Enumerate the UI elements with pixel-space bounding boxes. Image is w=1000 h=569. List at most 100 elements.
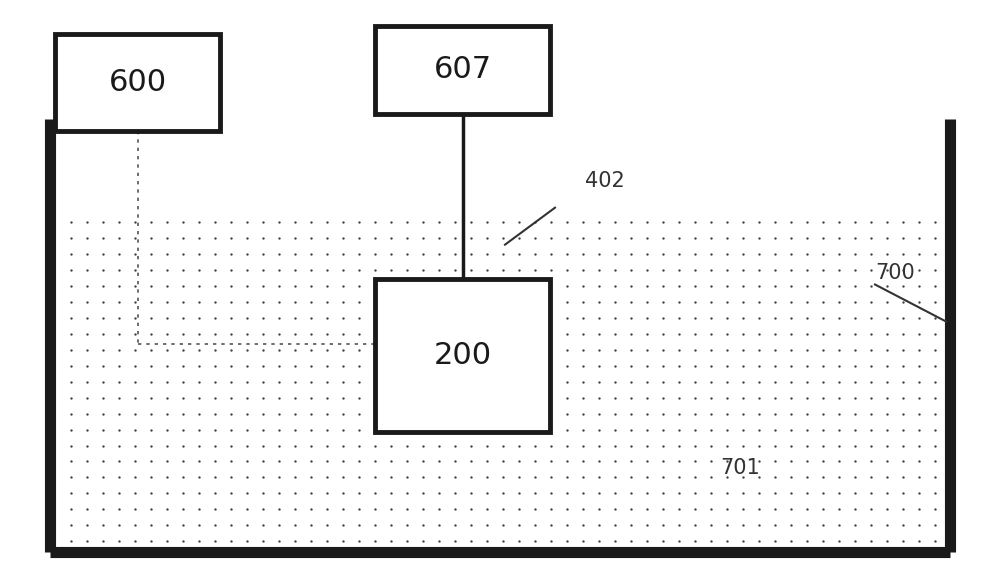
Point <box>767 218 783 227</box>
Point <box>239 473 255 482</box>
Point <box>687 282 703 291</box>
Point <box>399 234 415 243</box>
Point <box>639 361 655 370</box>
Point <box>831 505 847 514</box>
Point <box>543 234 559 243</box>
Point <box>383 218 399 227</box>
Point <box>703 393 719 402</box>
Point <box>191 377 207 386</box>
Point <box>799 345 815 354</box>
Point <box>831 314 847 323</box>
Point <box>559 489 575 498</box>
Point <box>271 329 287 339</box>
Point <box>607 298 623 307</box>
Point <box>607 282 623 291</box>
Point <box>255 266 271 275</box>
Point <box>239 537 255 546</box>
Point <box>911 329 927 339</box>
Point <box>671 409 687 418</box>
Point <box>335 425 351 434</box>
Point <box>815 329 831 339</box>
Point <box>175 314 191 323</box>
Point <box>783 266 799 275</box>
Point <box>303 505 319 514</box>
Point <box>127 345 143 354</box>
Point <box>303 282 319 291</box>
Point <box>559 409 575 418</box>
Point <box>239 218 255 227</box>
Point <box>927 473 943 482</box>
Point <box>159 314 175 323</box>
Point <box>511 521 527 530</box>
Point <box>479 250 495 259</box>
Point <box>239 489 255 498</box>
Point <box>447 441 463 450</box>
Point <box>111 473 127 482</box>
Point <box>223 425 239 434</box>
Point <box>847 473 863 482</box>
Point <box>719 234 735 243</box>
Point <box>559 425 575 434</box>
Point <box>559 521 575 530</box>
Point <box>847 345 863 354</box>
Point <box>223 314 239 323</box>
Point <box>335 521 351 530</box>
Point <box>143 409 159 418</box>
Point <box>879 361 895 370</box>
Point <box>527 266 543 275</box>
Point <box>111 377 127 386</box>
Point <box>623 234 639 243</box>
Point <box>911 314 927 323</box>
Point <box>111 393 127 402</box>
Point <box>607 361 623 370</box>
Point <box>703 521 719 530</box>
Point <box>527 505 543 514</box>
Point <box>303 298 319 307</box>
Point <box>399 489 415 498</box>
Point <box>111 441 127 450</box>
Point <box>319 409 335 418</box>
Point <box>847 457 863 466</box>
Point <box>207 361 223 370</box>
Point <box>63 393 79 402</box>
Point <box>367 250 383 259</box>
Point <box>463 250 479 259</box>
Point <box>207 489 223 498</box>
Point <box>111 218 127 227</box>
Point <box>175 457 191 466</box>
Point <box>639 457 655 466</box>
Point <box>415 234 431 243</box>
Point <box>95 457 111 466</box>
Point <box>735 505 751 514</box>
Point <box>639 505 655 514</box>
Point <box>831 234 847 243</box>
Point <box>383 234 399 243</box>
Point <box>575 409 591 418</box>
Point <box>511 218 527 227</box>
Point <box>223 409 239 418</box>
Point <box>79 250 95 259</box>
Point <box>271 250 287 259</box>
Point <box>751 409 767 418</box>
Point <box>879 473 895 482</box>
Point <box>927 521 943 530</box>
Point <box>479 234 495 243</box>
Point <box>511 266 527 275</box>
Point <box>255 409 271 418</box>
Point <box>175 377 191 386</box>
Point <box>863 473 879 482</box>
Point <box>559 314 575 323</box>
Bar <box>375 279 550 432</box>
Point <box>559 505 575 514</box>
Point <box>207 250 223 259</box>
Point <box>175 345 191 354</box>
Point <box>655 505 671 514</box>
Point <box>559 345 575 354</box>
Point <box>671 537 687 546</box>
Point <box>879 345 895 354</box>
Point <box>895 473 911 482</box>
Point <box>143 250 159 259</box>
Point <box>895 234 911 243</box>
Point <box>767 282 783 291</box>
Point <box>367 234 383 243</box>
